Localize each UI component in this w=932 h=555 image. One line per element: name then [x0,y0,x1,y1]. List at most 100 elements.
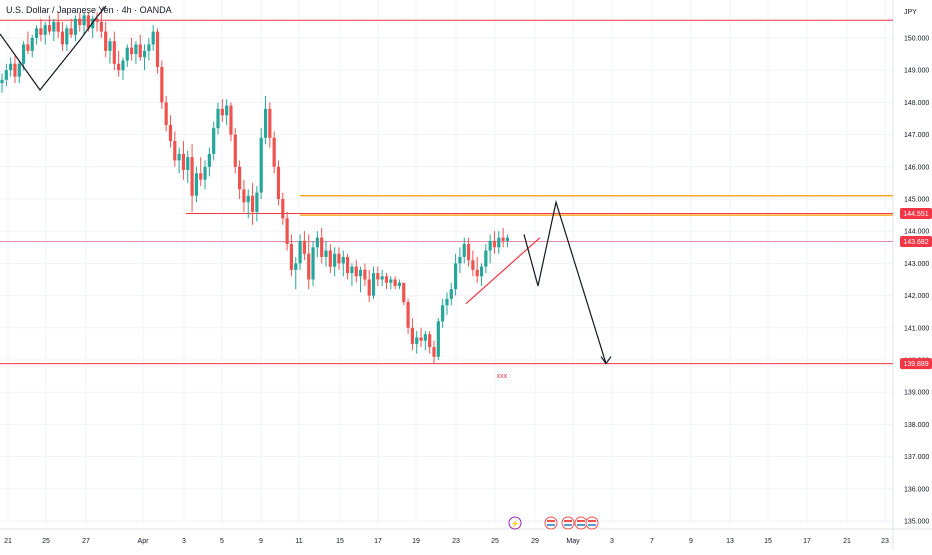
candle [419,337,423,341]
x-tick-label: 21 [4,538,12,545]
candle [497,237,501,248]
candle [4,70,8,80]
candle [462,244,466,257]
candle [30,38,34,51]
candle [281,199,285,219]
candle [302,240,306,254]
candle [289,244,294,270]
us-flag-event-icon[interactable] [585,516,599,530]
flag-stripe [588,520,596,522]
candle [436,321,440,357]
candle [475,269,479,277]
lightning-glyph: ⚡ [511,519,520,528]
projection-path[interactable] [523,199,607,364]
candle [34,28,39,38]
interval-label: 4h [121,5,132,15]
candle [78,18,82,26]
x-tick-label: 7 [650,538,654,545]
candle [350,266,354,274]
candle [233,134,237,167]
candle [17,63,21,77]
candle [328,250,332,267]
candle [307,253,311,280]
x-tick-label: 9 [259,538,263,545]
flag-stripe [564,524,572,526]
candle [147,44,151,51]
candle [406,302,410,328]
candle [410,327,414,344]
candle [9,63,13,71]
title-separator: · [131,5,140,15]
us-flag-event-icon[interactable] [574,516,588,530]
candle [112,41,116,64]
y-tick-label: 142.000 [904,293,929,300]
candle [69,28,73,35]
candle [285,218,289,245]
candle [393,279,397,286]
candle [104,31,108,51]
candle [315,237,319,248]
candle [466,244,471,261]
candle [155,31,160,67]
candle [181,153,186,171]
y-tick-label: 146.000 [904,164,929,171]
candle [229,105,233,135]
candle [337,253,341,264]
symbol-title[interactable]: U.S. Dollar / Japanese Yen · 4h · OANDA [6,5,172,15]
candle [242,189,246,203]
x-tick-label: 15 [764,538,772,545]
currency-label: JPY [904,9,917,16]
candle [186,157,190,171]
candle [142,50,147,58]
candle [441,305,445,322]
candle [471,260,475,270]
candle [52,21,56,32]
us-flag-event-icon[interactable] [561,516,575,530]
y-tick-label: 147.000 [904,132,929,139]
candle [449,289,453,299]
arrow-head-icon [600,356,612,365]
lightning-event-icon[interactable] [508,516,522,530]
candle [60,31,65,45]
annotation-label: xxx [497,373,508,380]
candle [445,298,449,306]
candle [402,282,406,303]
candle [173,141,177,161]
x-tick-label: 17 [803,538,811,545]
candle [346,256,350,274]
candle [259,137,263,193]
candle [389,279,393,283]
candle [151,31,155,45]
candle [354,266,358,277]
candle [384,276,389,283]
x-tick-label: 15 [336,538,344,545]
candle [39,28,43,35]
candle [341,256,345,264]
candle [121,60,125,71]
candle [134,44,138,55]
candle [479,266,484,277]
candle [138,44,142,58]
y-tick-label: 135.000 [904,519,929,526]
candle [423,334,427,341]
candle [255,192,259,212]
x-tick-label: 25 [42,538,50,545]
candle [276,166,281,199]
x-tick-label: 9 [689,538,693,545]
candle [358,269,363,277]
candle [294,263,298,270]
candle [454,263,458,290]
price-label: 143.682 [903,239,928,246]
us-flag-event-icon[interactable] [544,516,558,530]
candle [268,108,272,138]
x-tick-label: May [566,538,580,545]
x-tick-label: 11 [295,538,302,545]
candle [99,21,103,32]
candle [65,28,69,45]
candle [203,166,207,180]
zigzag-drawing[interactable] [0,5,107,91]
y-tick-label: 137.000 [904,454,929,461]
candle [86,15,90,29]
